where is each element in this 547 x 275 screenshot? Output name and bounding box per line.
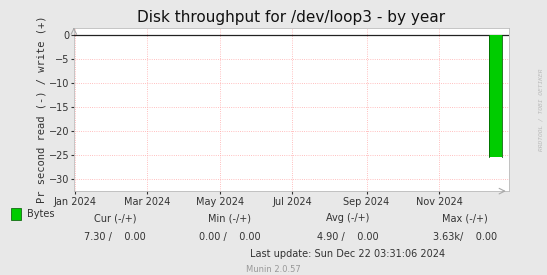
Text: 7.30 /    0.00: 7.30 / 0.00: [84, 232, 146, 242]
Text: 4.90 /    0.00: 4.90 / 0.00: [317, 232, 378, 242]
Text: Cur (-/+): Cur (-/+): [94, 213, 136, 223]
Title: Disk throughput for /dev/loop3 - by year: Disk throughput for /dev/loop3 - by year: [137, 10, 445, 25]
Text: Munin 2.0.57: Munin 2.0.57: [246, 265, 301, 274]
Y-axis label: Pr second read (-) / write (+): Pr second read (-) / write (+): [36, 16, 46, 203]
Text: Max (-/+): Max (-/+): [442, 213, 488, 223]
Text: Min (-/+): Min (-/+): [208, 213, 251, 223]
Text: Bytes: Bytes: [27, 209, 55, 219]
Text: Avg (-/+): Avg (-/+): [325, 213, 369, 223]
Text: 3.63k/    0.00: 3.63k/ 0.00: [433, 232, 497, 242]
Text: RRDTOOL / TOBI OETIKER: RRDTOOL / TOBI OETIKER: [538, 69, 543, 151]
Text: Last update: Sun Dec 22 03:31:06 2024: Last update: Sun Dec 22 03:31:06 2024: [250, 249, 445, 259]
Text: 0.00 /    0.00: 0.00 / 0.00: [199, 232, 260, 242]
